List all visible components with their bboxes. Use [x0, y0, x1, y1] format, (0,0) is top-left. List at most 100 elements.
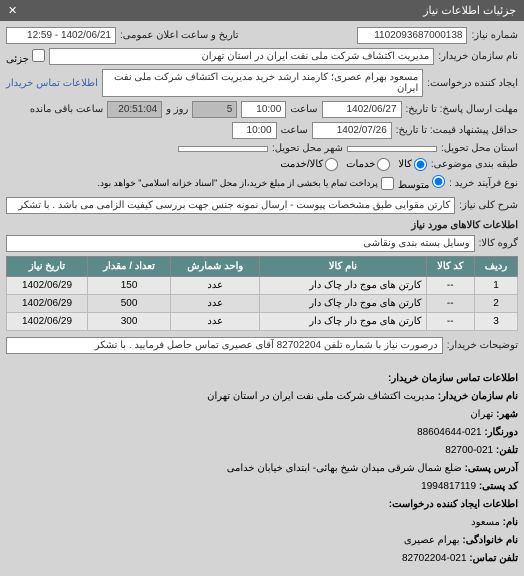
- budget-kala-label[interactable]: کالا: [398, 158, 427, 171]
- close-icon[interactable]: ✕: [8, 4, 17, 17]
- contact-phone-label: تلفن تماس:: [469, 553, 518, 564]
- group-field: وسایل بسته بندی ونقاشی: [6, 235, 475, 252]
- table-cell: 150: [87, 277, 170, 295]
- table-cell: 2: [474, 295, 517, 313]
- window-title: جزئیات اطلاعات نیاز: [423, 4, 516, 17]
- requester-field: مسعود بهرام عصری؛ کارمند ارشد خرید مدیری…: [102, 69, 423, 97]
- table-cell: عدد: [171, 295, 260, 313]
- group-label: گروه کالا:: [479, 238, 518, 249]
- deadline-send-label: مهلت ارسال پاسخ: تا تاریخ:: [406, 104, 518, 115]
- phone-value: 021-82700: [445, 445, 493, 456]
- deadline-price-time: 10:00: [232, 122, 277, 139]
- budget-kala-radio[interactable]: [414, 158, 427, 171]
- time-label-1: ساعت: [290, 104, 317, 115]
- th-date: تاریخ نیاز: [7, 257, 88, 277]
- days-field: 5: [192, 101, 237, 118]
- name-value: مسعود: [471, 517, 500, 528]
- delivery-city-label: شهر محل تحویل:: [272, 143, 343, 154]
- public-date-label: تاریخ و ساعت اعلان عمومی:: [120, 30, 239, 41]
- delivery-state-label: استان محل تحویل:: [441, 143, 518, 154]
- main-window: جزئیات اطلاعات نیاز ✕ شماره نیاز: 110209…: [0, 0, 524, 574]
- budget-khadamat-label[interactable]: خدمات: [346, 158, 390, 171]
- table-row: 1--کارتن های موج دار چاک دارعدد1501402/0…: [7, 277, 518, 295]
- fax-label: دورنگار:: [484, 427, 518, 438]
- table-cell: 1402/06/29: [7, 277, 88, 295]
- delivery-city-field: [178, 146, 268, 152]
- address-label: آدرس پستی:: [465, 463, 518, 474]
- postal-value: 1994817119: [421, 481, 476, 492]
- deadline-price-label: حداقل پیشنهاد قیمت: تا تاریخ:: [396, 125, 518, 136]
- name-label: نام:: [503, 517, 518, 528]
- budget-type-label: طبقه بندی موضوعی:: [431, 159, 518, 170]
- deadline-price-date: 1402/07/26: [312, 122, 392, 139]
- org-value: مدیریت اکتشاف شرکت ملی نفت ایران در استا…: [207, 391, 435, 402]
- postal-label: کد پستی:: [479, 481, 518, 492]
- goods-info-title: اطلاعات کالاهای مورد نیاز: [6, 220, 518, 231]
- fax-value: 021-88604644: [417, 427, 482, 438]
- partial-checkbox-label: جزئی: [6, 49, 45, 65]
- contact-title: اطلاعات تماس سازمان خریدار:: [388, 373, 518, 384]
- remaining-label: ساعت باقی مانده: [30, 104, 103, 115]
- table-cell: عدد: [171, 313, 260, 331]
- buyer-section-field: مدیریت اکتشاف شرکت ملی نفت ایران در استا…: [49, 48, 435, 65]
- goods-table: ردیف کد کالا نام کالا واحد شمارش تعداد /…: [6, 256, 518, 331]
- family-label: نام خانوادگی:: [462, 535, 518, 546]
- process-medium-radio[interactable]: [432, 175, 445, 188]
- remaining-field: 20:51:04: [107, 101, 162, 118]
- footer: اطلاعات تماس سازمان خریدار: نام سازمان خ…: [0, 364, 524, 574]
- public-date-field: 1402/06/21 - 12:59: [6, 27, 116, 44]
- th-qty: تعداد / مقدار: [87, 257, 170, 277]
- process-note-checkbox[interactable]: [381, 177, 394, 190]
- budget-both-radio[interactable]: [325, 158, 338, 171]
- table-cell: کارتن های موج دار چاک دار: [260, 295, 426, 313]
- deadline-send-time: 10:00: [241, 101, 286, 118]
- buyer-note-field: درصورت نیاز با شماره تلفن 82702204 آقای …: [6, 337, 443, 354]
- city-label: شهر:: [496, 409, 518, 420]
- table-cell: 300: [87, 313, 170, 331]
- budget-khadamat-radio[interactable]: [377, 158, 390, 171]
- th-code: کد کالا: [426, 257, 474, 277]
- family-value: بهرام عصیری: [404, 535, 460, 546]
- phone-label: تلفن:: [496, 445, 518, 456]
- org-label: نام سازمان خریدار:: [438, 391, 518, 402]
- time-label-2: ساعت: [281, 125, 308, 136]
- contact-phone-value: 021-82702204: [402, 553, 467, 564]
- th-name: نام کالا: [260, 257, 426, 277]
- table-cell: 1: [474, 277, 517, 295]
- table-cell: 1402/06/29: [7, 313, 88, 331]
- th-row: ردیف: [474, 257, 517, 277]
- buyer-contact-link[interactable]: اطلاعات تماس خریدار: [6, 78, 98, 89]
- table-cell: کارتن های موج دار چاک دار: [260, 313, 426, 331]
- request-number-label: شماره نیاز:: [471, 30, 518, 41]
- deadline-send-date: 1402/06/27: [322, 101, 402, 118]
- city-value: تهران: [470, 409, 493, 420]
- process-note-checkbox-label: پرداخت تمام یا بخشی از مبلغ خرید،از محل …: [97, 177, 393, 190]
- days-label: روز و: [166, 104, 188, 115]
- process-medium-label[interactable]: متوسط: [398, 175, 445, 191]
- table-cell: عدد: [171, 277, 260, 295]
- form-content: شماره نیاز: 1102093687000138 تاریخ و ساع…: [0, 21, 524, 364]
- table-cell: --: [426, 313, 474, 331]
- table-cell: کارتن های موج دار چاک دار: [260, 277, 426, 295]
- process-type-label: نوع فرآیند خرید :: [449, 178, 518, 189]
- budget-both-label[interactable]: کالا/خدمت: [280, 158, 338, 171]
- desc-label: شرح کلی نیاز:: [459, 200, 518, 211]
- table-row: 2--کارتن های موج دار چاک دارعدد5001402/0…: [7, 295, 518, 313]
- buyer-section-label: نام سازمان خریدار:: [438, 51, 518, 62]
- table-cell: 500: [87, 295, 170, 313]
- table-cell: 1402/06/29: [7, 295, 88, 313]
- th-unit: واحد شمارش: [171, 257, 260, 277]
- partial-checkbox[interactable]: [32, 49, 45, 62]
- buyer-note-label: توضیحات خریدار:: [447, 340, 518, 351]
- table-cell: --: [426, 277, 474, 295]
- table-cell: 3: [474, 313, 517, 331]
- requester-label: ایجاد کننده درخواست:: [427, 78, 518, 89]
- budget-radio-group: کالا خدمات کالا/خدمت: [280, 158, 427, 171]
- delivery-state-field: [347, 146, 437, 152]
- table-row: 3--کارتن های موج دار چاک دارعدد3001402/0…: [7, 313, 518, 331]
- request-number-field: 1102093687000138: [357, 27, 467, 44]
- desc-field: کارتن مقوایی طبق مشخصات پیوست - ارسال نم…: [6, 197, 455, 214]
- titlebar: جزئیات اطلاعات نیاز ✕: [0, 0, 524, 21]
- table-cell: --: [426, 295, 474, 313]
- creator-title: اطلاعات ایجاد کننده درخواست:: [389, 499, 518, 510]
